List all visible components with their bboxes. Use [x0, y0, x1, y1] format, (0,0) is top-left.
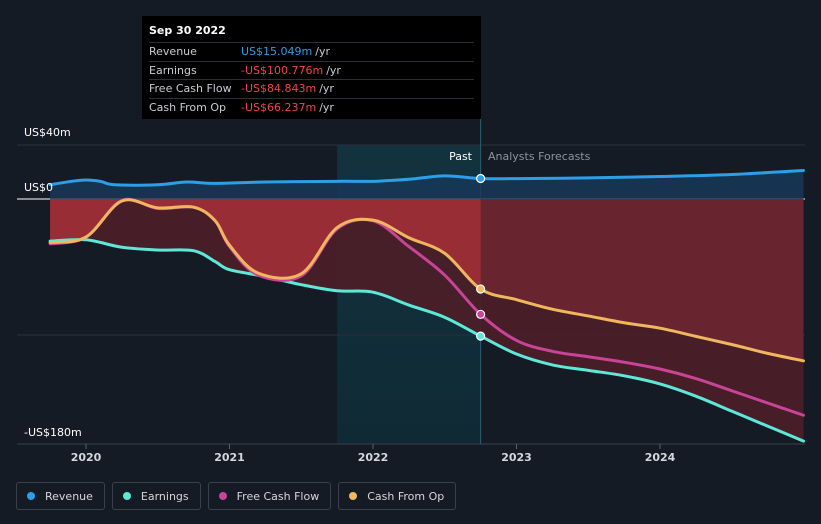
tooltip-label: Revenue	[149, 45, 197, 59]
tooltip-value: -US$66.237m	[241, 100, 317, 114]
y-tick-label-bottom: -US$180m	[24, 426, 82, 439]
tooltip-row-revenue: Revenue US$15.049m /yr	[149, 42, 474, 61]
y-tick-label-zero: US$0	[24, 181, 53, 194]
x-tick-label: 2021	[214, 451, 245, 464]
legend-label: Free Cash Flow	[236, 489, 320, 503]
tooltip-unit: /yr	[319, 82, 334, 96]
y-tick-label-top: US$40m	[24, 126, 71, 139]
x-tick-label: 2022	[358, 451, 389, 464]
tooltip-unit: /yr	[319, 100, 334, 114]
tooltip-row-earnings: Earnings -US$100.776m /yr	[149, 60, 474, 80]
earnings-dot-icon	[122, 492, 131, 500]
free-cash-flow-dot-icon	[218, 492, 227, 500]
tooltip-value: US$15.049m	[241, 45, 313, 59]
marker-cash-from-op[interactable]	[476, 284, 486, 294]
chart-legend: Revenue Earnings Free Cash Flow Cash Fro…	[16, 482, 457, 510]
marker-free-cash-flow[interactable]	[476, 309, 486, 319]
tooltip-row-free-cash-flow: Free Cash Flow -US$84.843m /yr	[149, 79, 474, 98]
tooltip-label: Free Cash Flow	[149, 82, 232, 96]
legend-label: Cash From Op	[367, 489, 445, 503]
tooltip-date: Sep 30 2022	[149, 24, 226, 37]
x-tick-label: 2023	[501, 451, 532, 464]
series-line-revenue	[48, 168, 805, 187]
tooltip-value: -US$84.843m	[241, 82, 317, 96]
data-tooltip: Sep 30 2022 Revenue US$15.049m /yr Earni…	[142, 16, 481, 119]
x-tick-label: 2024	[645, 451, 676, 464]
tooltip-label: Earnings	[149, 63, 197, 77]
revenue-dot-icon	[27, 492, 35, 500]
x-tick-label: 2020	[71, 451, 102, 464]
tooltip-label: Cash From Op	[149, 100, 227, 114]
legend-label: Revenue	[45, 489, 93, 503]
legend-item-free-cash-flow[interactable]: Free Cash Flow	[207, 482, 332, 510]
series-line-earnings	[48, 238, 805, 443]
tooltip-value: -US$100.776m	[241, 63, 324, 77]
past-negative-area-fill	[50, 199, 481, 290]
tooltip-row-cash-from-op: Cash From Op -US$66.237m /yr	[149, 97, 474, 117]
past-label: Past	[449, 150, 473, 163]
marker-revenue[interactable]	[476, 173, 486, 184]
legend-item-revenue[interactable]: Revenue	[16, 482, 105, 510]
series-line-cash-from-op	[48, 198, 805, 363]
legend-label: Earnings	[140, 489, 189, 503]
marker-earnings[interactable]	[476, 331, 486, 341]
legend-item-cash-from-op[interactable]: Cash From Op	[338, 482, 457, 510]
tooltip-unit: /yr	[315, 45, 330, 59]
cash-from-op-dot-icon	[349, 492, 358, 500]
tooltip-unit: /yr	[326, 63, 341, 77]
legend-item-earnings[interactable]: Earnings	[111, 482, 201, 510]
forecast-label: Analysts Forecasts	[488, 150, 591, 163]
